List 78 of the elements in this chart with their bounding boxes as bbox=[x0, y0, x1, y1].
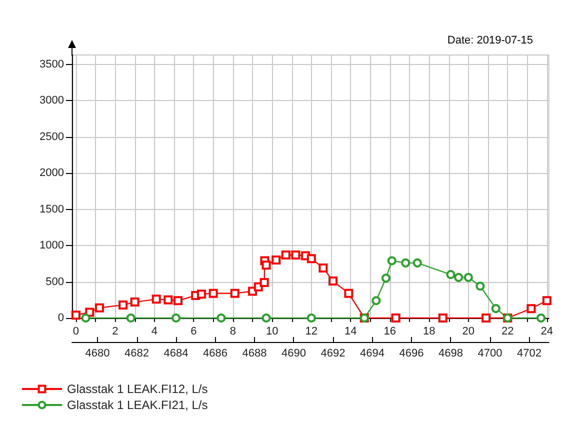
point bbox=[306, 254, 316, 264]
point bbox=[230, 288, 240, 298]
point bbox=[318, 264, 328, 273]
point bbox=[536, 314, 546, 322]
x2-tick-label: 4692 bbox=[320, 348, 346, 360]
x-tick-label: 12 bbox=[305, 326, 318, 338]
point bbox=[71, 310, 80, 320]
point bbox=[126, 314, 136, 322]
point bbox=[381, 274, 390, 283]
x-tick-label: 4 bbox=[151, 326, 158, 338]
x-tick-label: 10 bbox=[266, 326, 278, 338]
point bbox=[197, 290, 206, 299]
x-tick-label: 24 bbox=[540, 326, 554, 338]
x2-tick-label: 4682 bbox=[124, 348, 149, 360]
point bbox=[446, 270, 456, 280]
x-tick-label: 8 bbox=[230, 326, 236, 338]
point bbox=[262, 314, 271, 322]
point bbox=[81, 314, 90, 322]
x-tick-label: 18 bbox=[423, 326, 436, 338]
y-tick-label: 3500 bbox=[40, 58, 64, 70]
x2-tick-label: 4680 bbox=[85, 348, 110, 360]
x2-tick-label: 4694 bbox=[360, 348, 384, 360]
point bbox=[401, 258, 410, 268]
point bbox=[164, 295, 173, 304]
x-tick-label: 0 bbox=[72, 326, 79, 338]
point bbox=[306, 314, 316, 322]
point bbox=[526, 304, 536, 314]
y-tick-label: 1500 bbox=[40, 203, 64, 216]
point bbox=[208, 288, 218, 298]
point bbox=[542, 296, 552, 306]
point bbox=[438, 314, 448, 322]
y-tick-label: 0 bbox=[58, 312, 64, 324]
point bbox=[387, 256, 396, 266]
point bbox=[152, 294, 161, 304]
point bbox=[85, 308, 94, 317]
point bbox=[391, 314, 400, 322]
point bbox=[464, 272, 473, 282]
point bbox=[173, 296, 182, 306]
x2-tick-label: 4686 bbox=[203, 348, 228, 360]
x-tick-label: 22 bbox=[502, 326, 514, 338]
point bbox=[412, 258, 422, 268]
y-tick-label: 1000 bbox=[40, 240, 64, 252]
y-tick-label: 2500 bbox=[40, 130, 64, 143]
legend-label: Glasstak 1 LEAK.FI21, L/s bbox=[67, 398, 208, 412]
point bbox=[344, 288, 354, 298]
point bbox=[272, 256, 281, 265]
point bbox=[118, 300, 128, 310]
x2-tick-label: 4684 bbox=[164, 348, 188, 360]
point bbox=[454, 272, 464, 282]
point bbox=[482, 314, 491, 322]
point bbox=[328, 276, 338, 286]
x2-tick-label: 4698 bbox=[438, 348, 463, 360]
x2-tick-label: 4700 bbox=[478, 348, 502, 360]
point bbox=[291, 250, 300, 260]
y-tick-label: 500 bbox=[46, 276, 64, 288]
legend-label: Glasstak 1 LEAK.FI12, L/s bbox=[67, 382, 208, 396]
point bbox=[281, 250, 290, 260]
x-tick-label: 14 bbox=[344, 326, 357, 338]
point bbox=[216, 314, 226, 322]
text: Date: 2019-07-15 bbox=[447, 34, 534, 46]
point bbox=[476, 282, 485, 291]
point bbox=[491, 304, 500, 314]
point bbox=[94, 303, 104, 312]
point bbox=[260, 278, 269, 287]
x2-tick-label: 4702 bbox=[516, 348, 542, 360]
y-tick-label: 2000 bbox=[40, 167, 64, 180]
x-tick-label: 2 bbox=[112, 326, 118, 338]
x-tick-label: 6 bbox=[190, 326, 197, 338]
x2-tick-label: 4688 bbox=[242, 348, 267, 360]
point bbox=[172, 314, 181, 322]
x2-tick-label: 4696 bbox=[399, 348, 424, 360]
x-tick-label: 20 bbox=[462, 326, 475, 338]
point bbox=[372, 296, 381, 306]
point bbox=[130, 298, 140, 307]
point bbox=[262, 260, 271, 270]
x-tick-label: 16 bbox=[384, 326, 396, 338]
y-tick-label: 3000 bbox=[40, 94, 64, 107]
x2-tick-label: 4690 bbox=[282, 348, 306, 360]
